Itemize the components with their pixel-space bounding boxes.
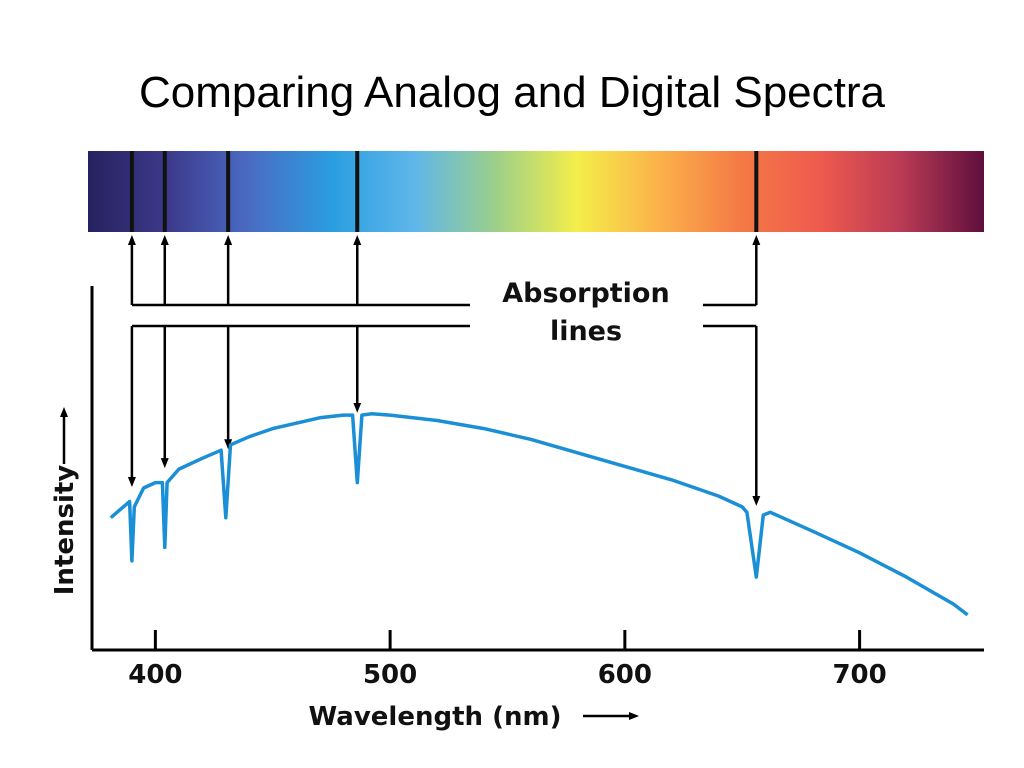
x-tick-label-500: 500	[363, 660, 417, 690]
visible-spectrum-band	[88, 151, 984, 232]
x-axis-label: Wavelength (nm)	[309, 702, 562, 732]
y-axis-label: Intensity	[50, 465, 80, 596]
x-tick-label-400: 400	[128, 660, 182, 690]
absorption-label-line2: lines	[550, 316, 622, 347]
slide-title: Comparing Analog and Digital Spectra	[138, 68, 885, 117]
intensity-curve	[109, 412, 969, 617]
x-tick-label-700: 700	[832, 660, 886, 690]
x-axis-ticks: 400 500 600 700	[128, 630, 887, 690]
absorption-connectors	[127, 235, 761, 506]
spectrum-absorption-lines	[129, 151, 759, 232]
absorption-label-line1: Absorption	[502, 278, 669, 309]
x-tick-label-600: 600	[598, 660, 652, 690]
